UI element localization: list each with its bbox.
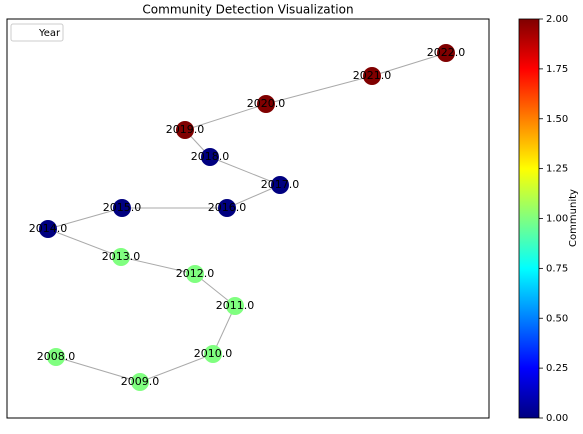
node (186, 265, 204, 283)
colorbar-tick-label: 0.75 (546, 263, 568, 274)
node-label: 2017.0 (261, 178, 300, 191)
edge (184, 103, 267, 131)
node-label: 2009.0 (121, 375, 160, 388)
node (226, 297, 244, 315)
edge (139, 353, 214, 383)
node (271, 176, 289, 194)
colorbar-label: Community (568, 189, 579, 247)
node (113, 199, 131, 217)
node (363, 67, 381, 85)
node-label: 2014.0 (29, 222, 68, 235)
node-label: 2010.0 (194, 347, 233, 360)
edge (47, 228, 122, 258)
node (257, 95, 275, 113)
edge (47, 207, 123, 230)
node (437, 44, 455, 62)
colorbar-tick-label: 1.25 (546, 164, 568, 175)
node-label: 2015.0 (103, 201, 142, 214)
edge (209, 156, 281, 186)
edge (120, 256, 196, 275)
edge (55, 356, 141, 383)
edge (371, 52, 447, 77)
node-label: 2018.0 (191, 150, 230, 163)
node-label: 2013.0 (102, 250, 141, 263)
colorbar-tick-label: 0.50 (546, 313, 568, 324)
legend-marker (19, 28, 27, 37)
colorbar-tick-label: 2.00 (546, 14, 568, 25)
node (218, 199, 236, 217)
node-label: 2012.0 (176, 267, 215, 280)
node-label: 2020.0 (247, 97, 286, 110)
edge (265, 75, 373, 105)
node-label: 2016.0 (208, 201, 247, 214)
colorbar-tick-label: 1.00 (546, 214, 568, 225)
node (112, 248, 130, 266)
legend-box (10, 23, 64, 42)
colorbar-tick-label: 0.00 (546, 413, 568, 424)
colorbar-tick-label: 0.25 (546, 363, 568, 374)
colorbar-tick-label: 1.75 (546, 64, 568, 75)
colorbar-tick-label: 1.50 (546, 114, 568, 125)
chart-title: Community Detection Visualization (142, 3, 353, 17)
node (176, 121, 194, 139)
node-label: 2022.0 (427, 46, 466, 59)
plot-frame (6, 18, 490, 419)
edge (226, 184, 281, 209)
node (39, 220, 57, 238)
node-label: 2008.0 (37, 350, 76, 363)
node-label: 2011.0 (216, 299, 255, 312)
node (201, 148, 219, 166)
node-label: 2019.0 (166, 123, 205, 136)
colorbar (518, 18, 540, 419)
node (204, 345, 222, 363)
node (47, 348, 65, 366)
node (131, 373, 149, 391)
node-label: 2021.0 (353, 69, 392, 82)
legend-label: Year (38, 28, 61, 39)
